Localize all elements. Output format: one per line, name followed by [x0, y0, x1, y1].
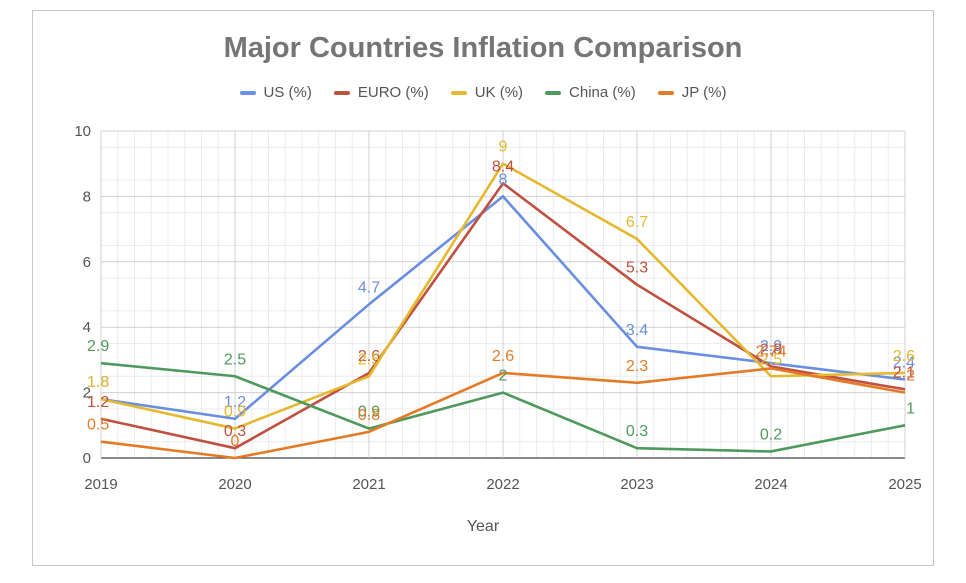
data-label: 0.9 [358, 404, 380, 421]
data-label: 1.2 [224, 394, 246, 411]
data-label: 8.4 [492, 158, 514, 175]
legend-swatch-jp [657, 90, 674, 95]
legend-swatch-china [545, 90, 562, 95]
x-tick-label: 2022 [486, 476, 519, 493]
data-label: 2.6 [492, 348, 514, 365]
data-label: 2.1 [893, 364, 915, 381]
data-label: 2.5 [358, 351, 380, 368]
data-label: 3.4 [626, 322, 648, 339]
data-label: 1 [906, 400, 915, 417]
y-tick-label: 10 [74, 123, 91, 140]
data-label: 2.9 [760, 338, 782, 355]
data-label: 2 [906, 368, 915, 385]
x-tick-label: 2024 [754, 476, 787, 493]
x-tick-label: 2025 [888, 476, 921, 493]
data-label: 0.2 [760, 426, 782, 443]
data-label: 0.5 [87, 417, 109, 434]
legend-item-uk[interactable]: UK (%) [450, 84, 524, 101]
legend-label-uk: UK (%) [474, 84, 524, 101]
data-label: 2.4 [893, 355, 915, 372]
data-label: 1.2 [87, 394, 109, 411]
series-line-euro [100, 182, 906, 450]
chart-legend: US (%) EURO (%) UK (%) China (%) JP (%) [0, 84, 966, 101]
legend-swatch-us [239, 90, 256, 95]
data-label: 0 [231, 433, 240, 450]
data-label: 0.3 [224, 423, 246, 440]
y-tick-label: 2 [83, 385, 91, 402]
legend-label-us: US (%) [263, 84, 312, 101]
legend-swatch-euro [333, 90, 350, 95]
series-line-uk [100, 162, 906, 430]
series-line-china [100, 361, 906, 453]
x-tick-label: 2023 [620, 476, 653, 493]
y-tick-label: 6 [83, 254, 91, 271]
data-label: 6.7 [626, 214, 648, 231]
data-label: 1.8 [87, 374, 109, 391]
legend-label-jp: JP (%) [681, 84, 727, 101]
x-tick-label: 2019 [84, 476, 117, 493]
y-tick-label: 4 [83, 319, 91, 336]
legend-swatch-uk [450, 90, 467, 95]
legend-label-euro: EURO (%) [357, 84, 429, 101]
data-label: 2.8 [760, 341, 782, 358]
data-label: 2 [499, 368, 508, 385]
y-tick-label: 0 [83, 450, 91, 467]
data-label: 2.74 [755, 343, 786, 360]
x-tick-label: 2021 [352, 476, 385, 493]
chart-frame [32, 10, 934, 566]
data-label: 2.5 [760, 351, 782, 368]
data-label: 8 [499, 171, 508, 188]
data-label: 2.9 [87, 338, 109, 355]
data-label: 0.8 [358, 407, 380, 424]
legend-label-china: China (%) [569, 84, 636, 101]
y-tick-label: 8 [83, 188, 91, 205]
series-line-jp [100, 367, 906, 460]
legend-item-euro[interactable]: EURO (%) [333, 84, 429, 101]
series-line-us [100, 195, 906, 421]
data-label: 4.7 [358, 279, 380, 296]
legend-item-us[interactable]: US (%) [239, 84, 312, 101]
chart-title: Major Countries Inflation Comparison [223, 32, 743, 64]
x-axis-title: Year [466, 518, 500, 535]
data-label: 5.3 [626, 260, 648, 277]
data-label: 2.6 [893, 348, 915, 365]
x-tick-label: 2020 [218, 476, 251, 493]
legend-item-jp[interactable]: JP (%) [657, 84, 727, 101]
data-label: 0.9 [224, 404, 246, 421]
legend-item-china[interactable]: China (%) [545, 84, 636, 101]
data-label: 2.3 [626, 358, 648, 375]
data-label: 9 [499, 139, 508, 156]
data-label: 1.8 [87, 374, 109, 391]
data-label: 2.5 [224, 351, 246, 368]
data-label: 2.6 [358, 348, 380, 365]
data-label: 0.3 [626, 423, 648, 440]
